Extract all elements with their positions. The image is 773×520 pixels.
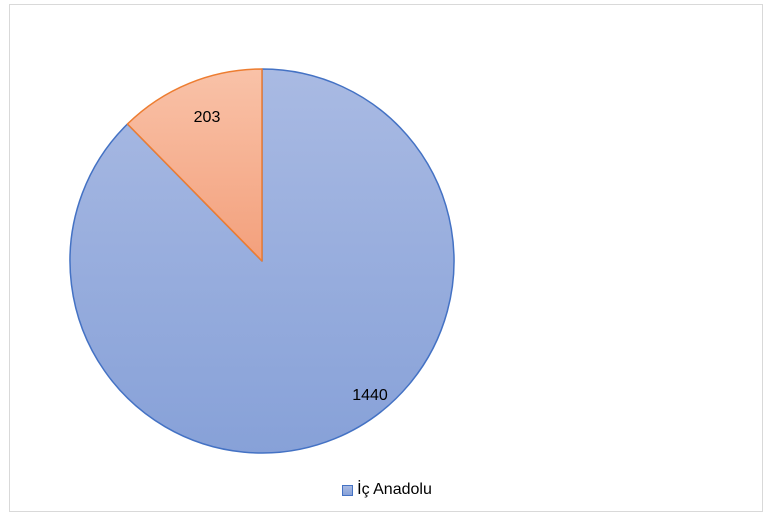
pie-chart: 1440 203 — [69, 68, 455, 454]
chart-area: 1440 203 İç Anadolu — [9, 4, 763, 512]
legend-label-ic-anadolu: İç Anadolu — [357, 481, 432, 498]
legend-swatch-ic-anadolu — [342, 484, 354, 496]
pie-slice-2 — [126, 68, 263, 262]
legend: İç Anadolu — [10, 481, 764, 499]
data-label-ic-anadolu: 1440 — [352, 387, 388, 404]
data-label-second-slice: 203 — [194, 109, 221, 126]
